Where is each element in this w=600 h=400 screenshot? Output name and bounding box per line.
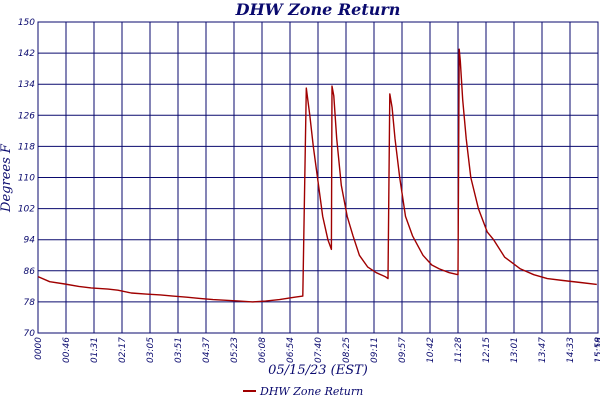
x-tick-label: 15:19 <box>594 337 600 363</box>
y-tick-label: 102 <box>18 205 35 215</box>
x-tick-label: 00:46 <box>62 337 72 363</box>
x-tick-label: 11:28 <box>454 337 464 363</box>
x-tick-label: 09:57 <box>398 337 408 363</box>
legend: DHW Zone Return <box>243 385 363 398</box>
y-tick-label: 118 <box>18 142 35 152</box>
y-tick-label: 134 <box>18 80 35 90</box>
x-tick-label: 02:17 <box>118 337 128 363</box>
x-tick-labels: 0000 00:46 01:31 02:17 03:05 03:51 04:37 05:23 0… <box>34 337 600 363</box>
x-tick-label: 06:54 <box>286 337 296 363</box>
x-tick-label: 09:11 <box>370 337 380 363</box>
y-tick-label: 86 <box>24 267 36 277</box>
x-tick-label: 12:15 <box>482 337 492 363</box>
x-tick-label: 03:05 <box>146 337 156 363</box>
plot-frame <box>37 21 599 334</box>
y-tick-labels: 70 78 86 94 102 110 118 126 134 142 150 <box>18 18 35 339</box>
y-tick-label: 142 <box>18 49 35 59</box>
x-tick-label: 14:33 <box>566 337 576 363</box>
x-tick-label: 13:47 <box>538 337 548 363</box>
x-tick-label: 06:08 <box>258 337 268 363</box>
y-tick-label: 126 <box>18 111 35 121</box>
y-axis-label: Degrees F <box>0 143 14 213</box>
legend-label: DHW Zone Return <box>259 385 363 398</box>
y-tick-label: 70 <box>24 329 36 339</box>
x-tick-label: 04:37 <box>202 337 212 363</box>
x-tick-label: 03:51 <box>174 337 184 363</box>
y-tick-label: 94 <box>24 236 36 246</box>
series-line <box>37 48 597 303</box>
series-lines <box>37 48 597 303</box>
y-tick-label: 110 <box>18 174 35 184</box>
y-tick-label: 78 <box>24 298 36 308</box>
x-axis-label: 05/15/23 (EST) <box>268 363 368 378</box>
x-tick-label: 13:01 <box>510 337 520 363</box>
x-tick-label: 01:31 <box>90 337 100 363</box>
y-tick-label: 150 <box>18 18 35 28</box>
x-tick-label: 10:42 <box>426 337 436 363</box>
x-tick-label: 08:25 <box>342 337 352 363</box>
x-tick-label: 07:40 <box>314 337 324 363</box>
x-tick-label: 05:23 <box>230 337 240 363</box>
x-tick-label: 15:58 <box>594 337 600 363</box>
x-tick-label: 0000 <box>34 337 44 360</box>
chart-title: DHW Zone Return <box>235 0 401 19</box>
